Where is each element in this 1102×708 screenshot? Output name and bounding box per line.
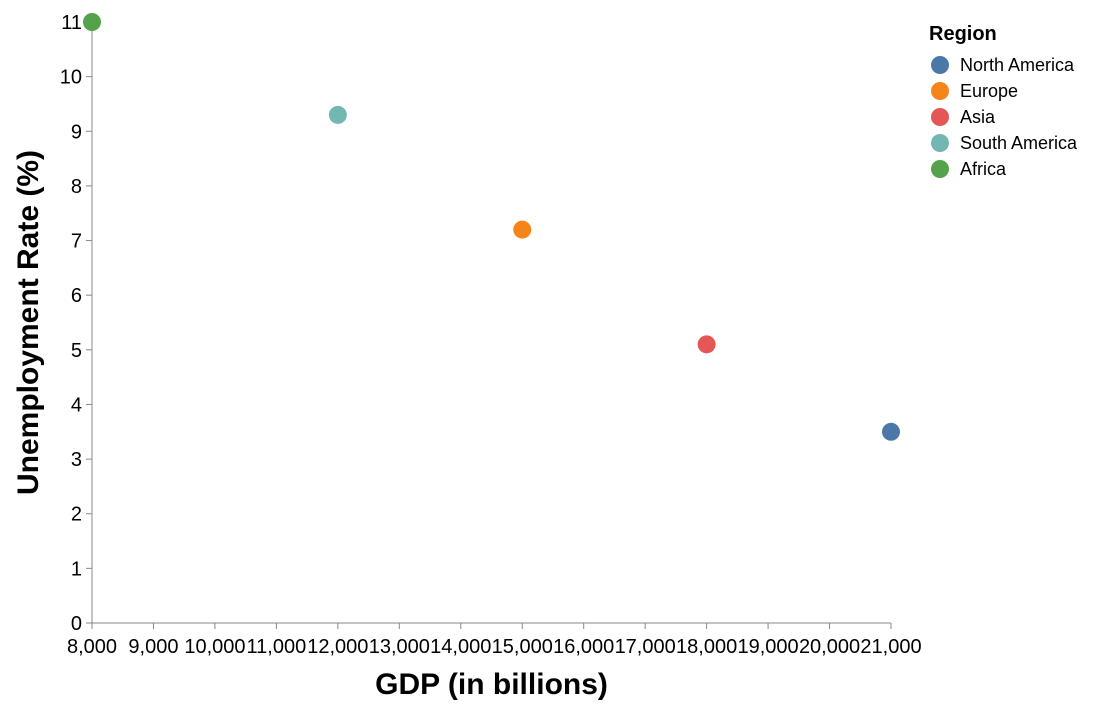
legend-label: Africa (960, 159, 1007, 179)
legend-swatch (931, 56, 949, 74)
point-africa (83, 13, 101, 31)
y-tick-label: 2 (71, 504, 82, 526)
x-tick-label: 17,000 (615, 636, 676, 658)
legend-label: South America (960, 133, 1078, 153)
x-tick-label: 10,000 (184, 636, 245, 658)
y-tick-label: 6 (71, 285, 82, 307)
y-tick-label: 5 (71, 340, 82, 362)
x-tick-label: 8,000 (67, 636, 117, 658)
y-tick-label: 0 (71, 613, 82, 635)
x-axis-title: GDP (in billions) (375, 668, 608, 701)
x-tick-label: 11,000 (247, 636, 307, 658)
y-tick-label: 3 (71, 449, 82, 471)
y-tick-label: 10 (60, 67, 82, 89)
legend-label: Asia (960, 107, 996, 127)
y-tick-label: 1 (71, 558, 82, 580)
legend-label: Europe (960, 81, 1018, 101)
legend: Region North America Europe Asia South Amer… (929, 23, 1078, 179)
x-tick-label: 13,000 (369, 636, 430, 658)
point-north-america (882, 422, 900, 441)
x-tick-label: 19,000 (737, 636, 798, 658)
x-tick-label: 12,000 (307, 636, 368, 658)
x-tick-label: 20,000 (799, 636, 860, 658)
legend-swatch (931, 108, 949, 126)
legend-swatch (931, 160, 949, 178)
point-asia (697, 335, 716, 354)
x-axis: 8,000 9,000 10,000 11,000 12,000 13,000 14,000… (67, 622, 922, 658)
x-tick-label: 21,000 (860, 636, 921, 658)
legend-swatch (931, 134, 949, 152)
x-tick-label: 16,000 (553, 636, 614, 658)
y-tick-label: 8 (71, 176, 82, 198)
x-tick-label: 9,000 (128, 636, 178, 658)
point-europe (513, 220, 532, 239)
x-tick-label: 15,000 (492, 636, 553, 658)
data-points (83, 13, 900, 441)
y-tick-label: 11 (61, 12, 82, 34)
legend-swatch (931, 82, 949, 100)
y-tick-label: 7 (71, 231, 82, 253)
legend-label: North America (960, 55, 1075, 75)
y-tick-label: 9 (71, 121, 82, 143)
y-tick-label: 4 (71, 394, 82, 416)
y-axis: 0 1 2 3 4 5 6 7 8 9 10 11 (60, 12, 93, 635)
legend-title: Region (929, 23, 997, 45)
x-tick-label: 18,000 (676, 636, 737, 658)
y-axis-title: Unemployment Rate (%) (12, 150, 45, 495)
point-south-america (328, 105, 347, 124)
x-tick-label: 14,000 (430, 636, 491, 658)
